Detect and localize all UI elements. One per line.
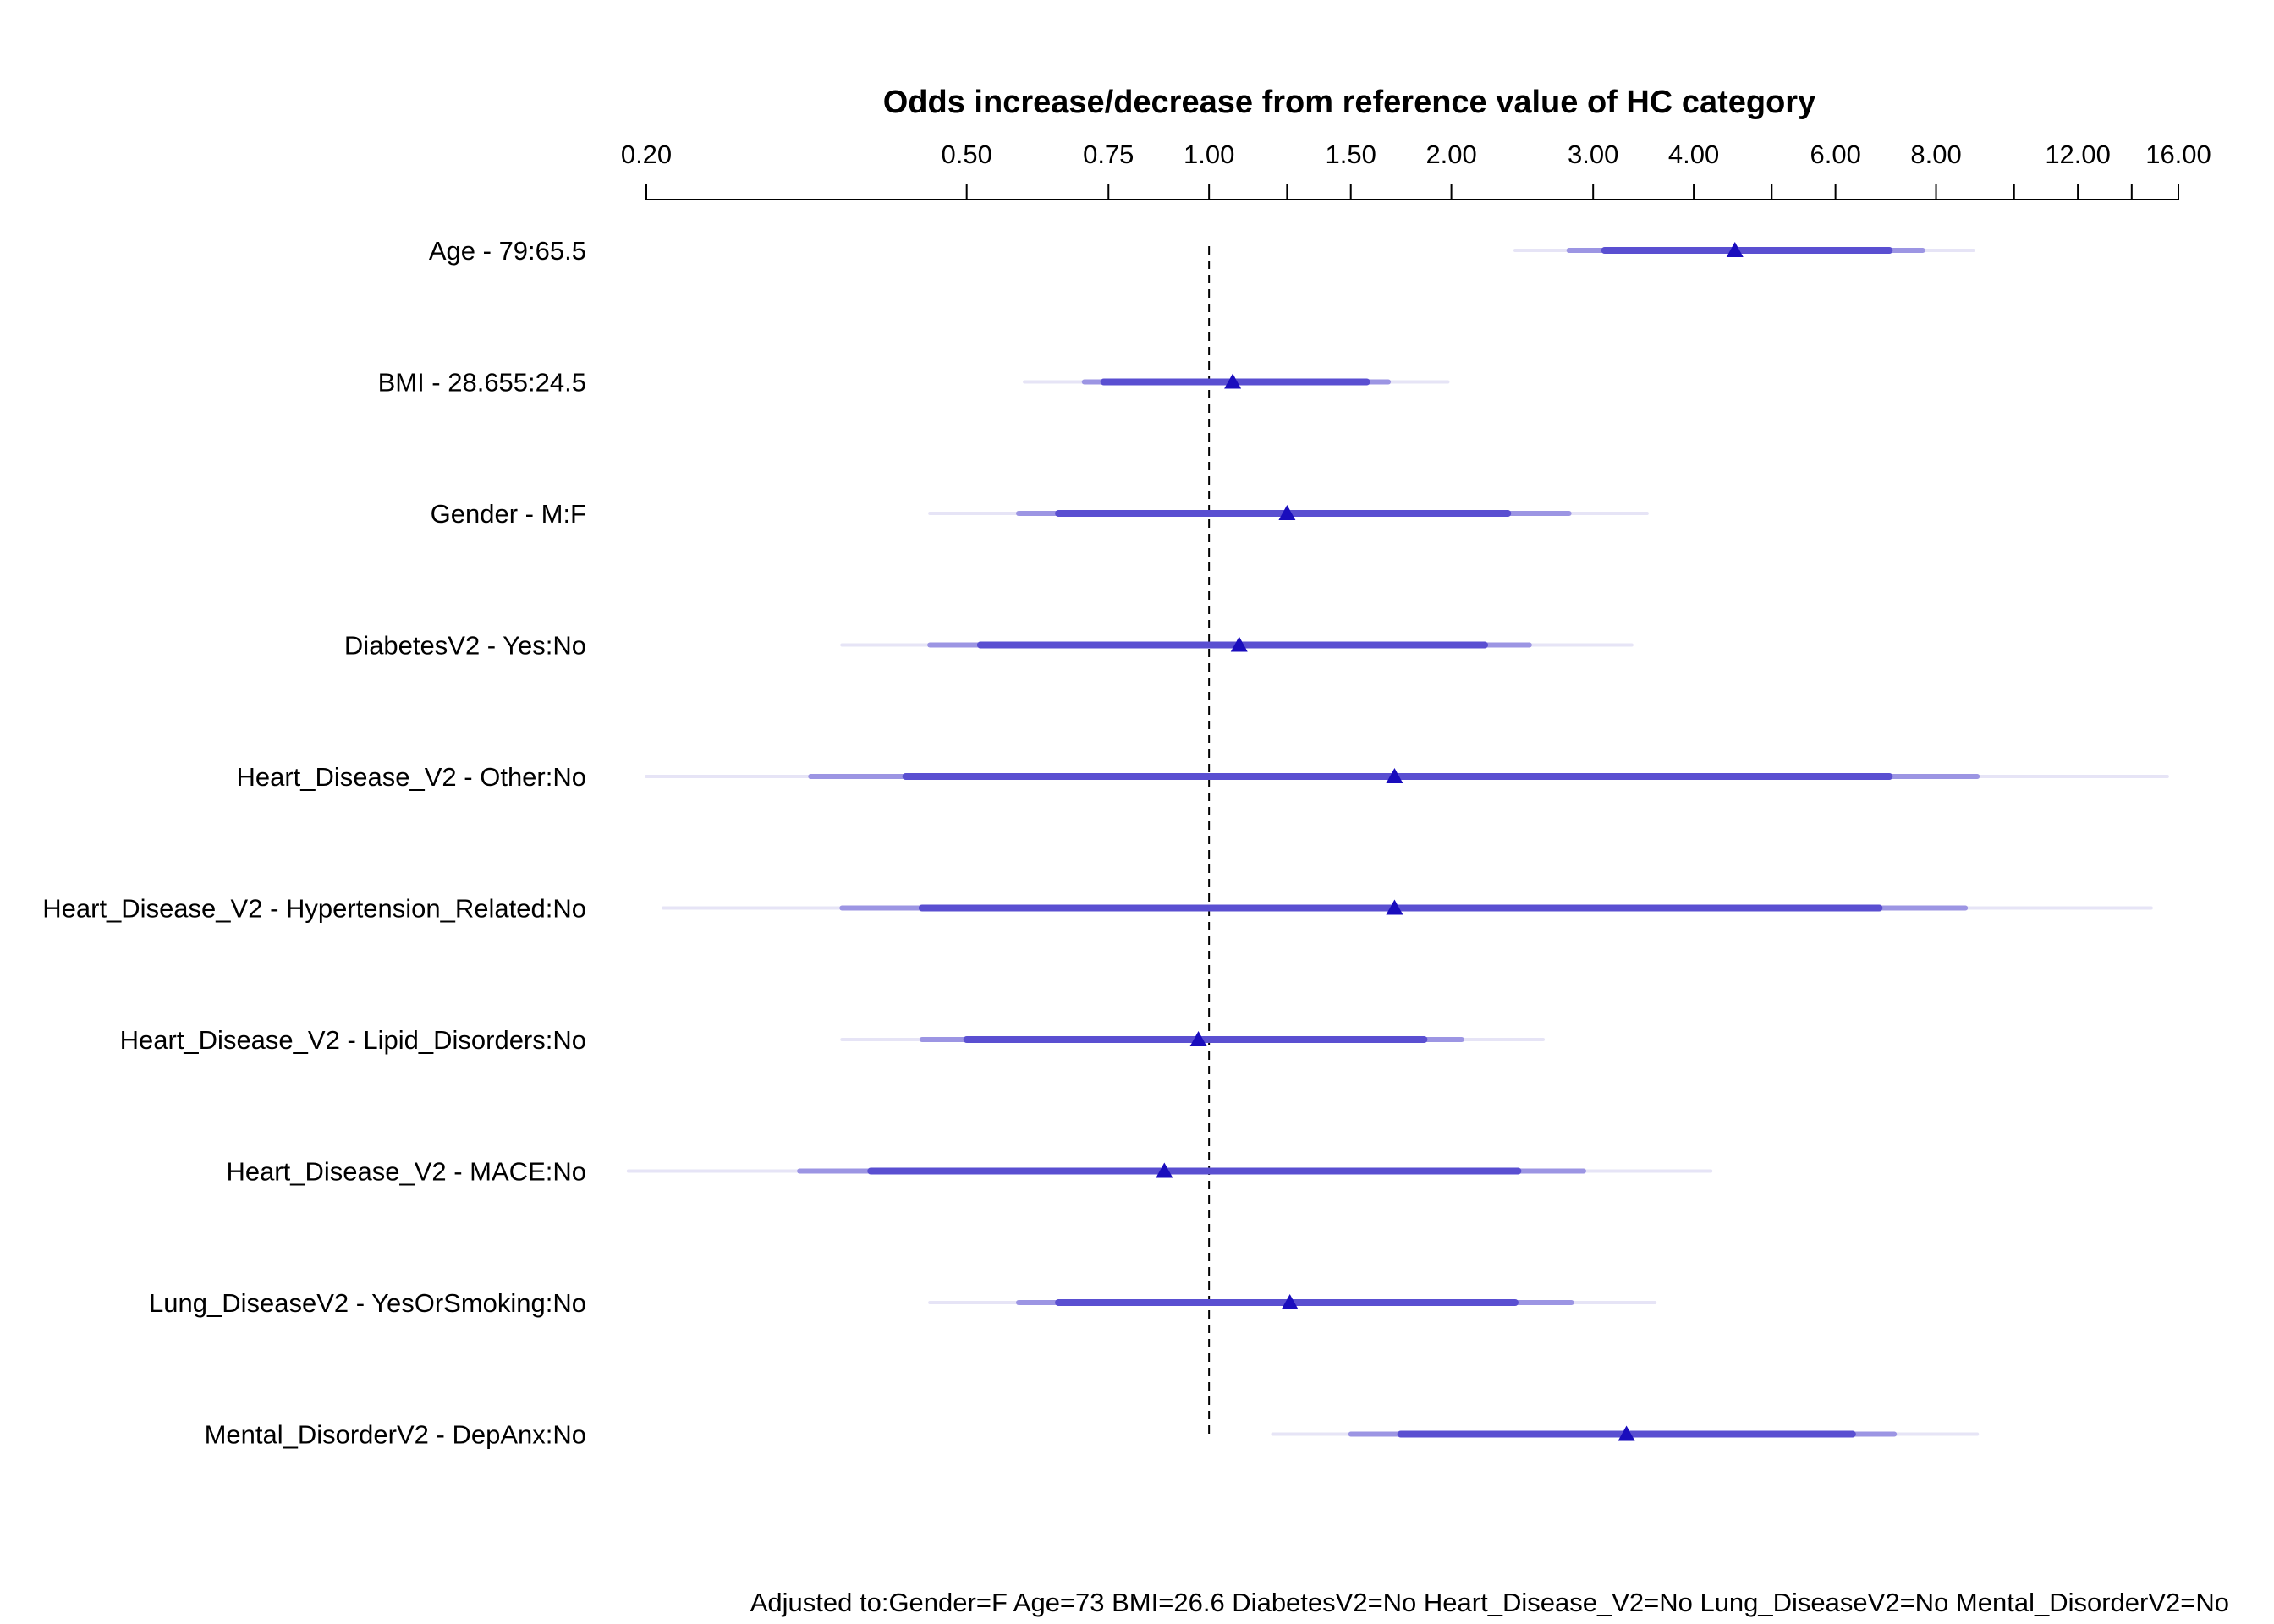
x-tick-label: 16.00	[2145, 140, 2211, 169]
adjustment-footnote: Adjusted to:Gender=F Age=73 BMI=26.6 Dia…	[750, 1588, 2229, 1617]
row-label: Mental_DisorderV2 - DepAnx:No	[205, 1420, 586, 1450]
row-label: Lung_DiseaseV2 - YesOrSmoking:No	[149, 1288, 586, 1318]
x-tick-label: 0.75	[1083, 140, 1134, 169]
forest-row: Heart_Disease_V2 - MACE:No	[226, 1157, 1713, 1187]
x-tick-label: 6.00	[1810, 140, 1860, 169]
forest-row: Lung_DiseaseV2 - YesOrSmoking:No	[149, 1288, 1657, 1318]
x-tick-label: 1.00	[1184, 140, 1234, 169]
point-estimate-marker	[1386, 768, 1403, 783]
row-label: DiabetesV2 - Yes:No	[344, 631, 586, 661]
row-label: Heart_Disease_V2 - MACE:No	[226, 1157, 586, 1187]
x-tick-label: 0.20	[621, 140, 672, 169]
point-estimate-marker	[1618, 1425, 1635, 1441]
row-label: Heart_Disease_V2 - Hypertension_Related:…	[42, 894, 586, 924]
point-estimate-marker	[1224, 373, 1242, 389]
point-estimate-marker	[1156, 1162, 1173, 1178]
x-tick-label: 0.50	[942, 140, 992, 169]
x-tick-label: 1.50	[1326, 140, 1376, 169]
point-estimate-marker	[1189, 1031, 1207, 1046]
point-estimate-marker	[1726, 242, 1744, 257]
x-tick-label: 4.00	[1668, 140, 1719, 169]
forest-row: Heart_Disease_V2 - Lipid_Disorders:No	[120, 1025, 1546, 1055]
forest-row: Gender - M:F	[431, 499, 1649, 529]
chart-title: Odds increase/decrease from reference va…	[883, 85, 1815, 120]
x-tick-label: 8.00	[1910, 140, 1961, 169]
forest-row: BMI - 28.655:24.5	[378, 368, 1450, 398]
row-label: Heart_Disease_V2 - Other:No	[236, 762, 586, 792]
row-label: Age - 79:65.5	[429, 236, 586, 266]
forest-row: Age - 79:65.5	[429, 236, 1975, 266]
forest-row: Heart_Disease_V2 - Other:No	[236, 762, 2169, 792]
point-estimate-marker	[1230, 636, 1248, 652]
row-label: BMI - 28.655:24.5	[378, 368, 586, 398]
x-axis: 0.20 0.50 0.75 1.00 1.50 2.00 3.00 4.00 6.00 8.00…	[621, 140, 2211, 200]
x-tick-label: 3.00	[1568, 140, 1618, 169]
rows: Age - 79:65.5 BMI - 28.655:24.5 Gender - M…	[42, 236, 2169, 1450]
point-estimate-marker	[1281, 1294, 1299, 1309]
forest-row: Mental_DisorderV2 - DepAnx:No	[205, 1420, 1980, 1450]
forest-row: Heart_Disease_V2 - Hypertension_Related:…	[42, 894, 2153, 924]
x-tick-label: 12.00	[2045, 140, 2111, 169]
x-tick-label: 2.00	[1425, 140, 1476, 169]
point-estimate-marker	[1278, 505, 1296, 520]
forest-row: DiabetesV2 - Yes:No	[344, 631, 1634, 661]
row-label: Gender - M:F	[431, 499, 586, 529]
point-estimate-marker	[1386, 899, 1403, 915]
row-label: Heart_Disease_V2 - Lipid_Disorders:No	[120, 1025, 586, 1055]
